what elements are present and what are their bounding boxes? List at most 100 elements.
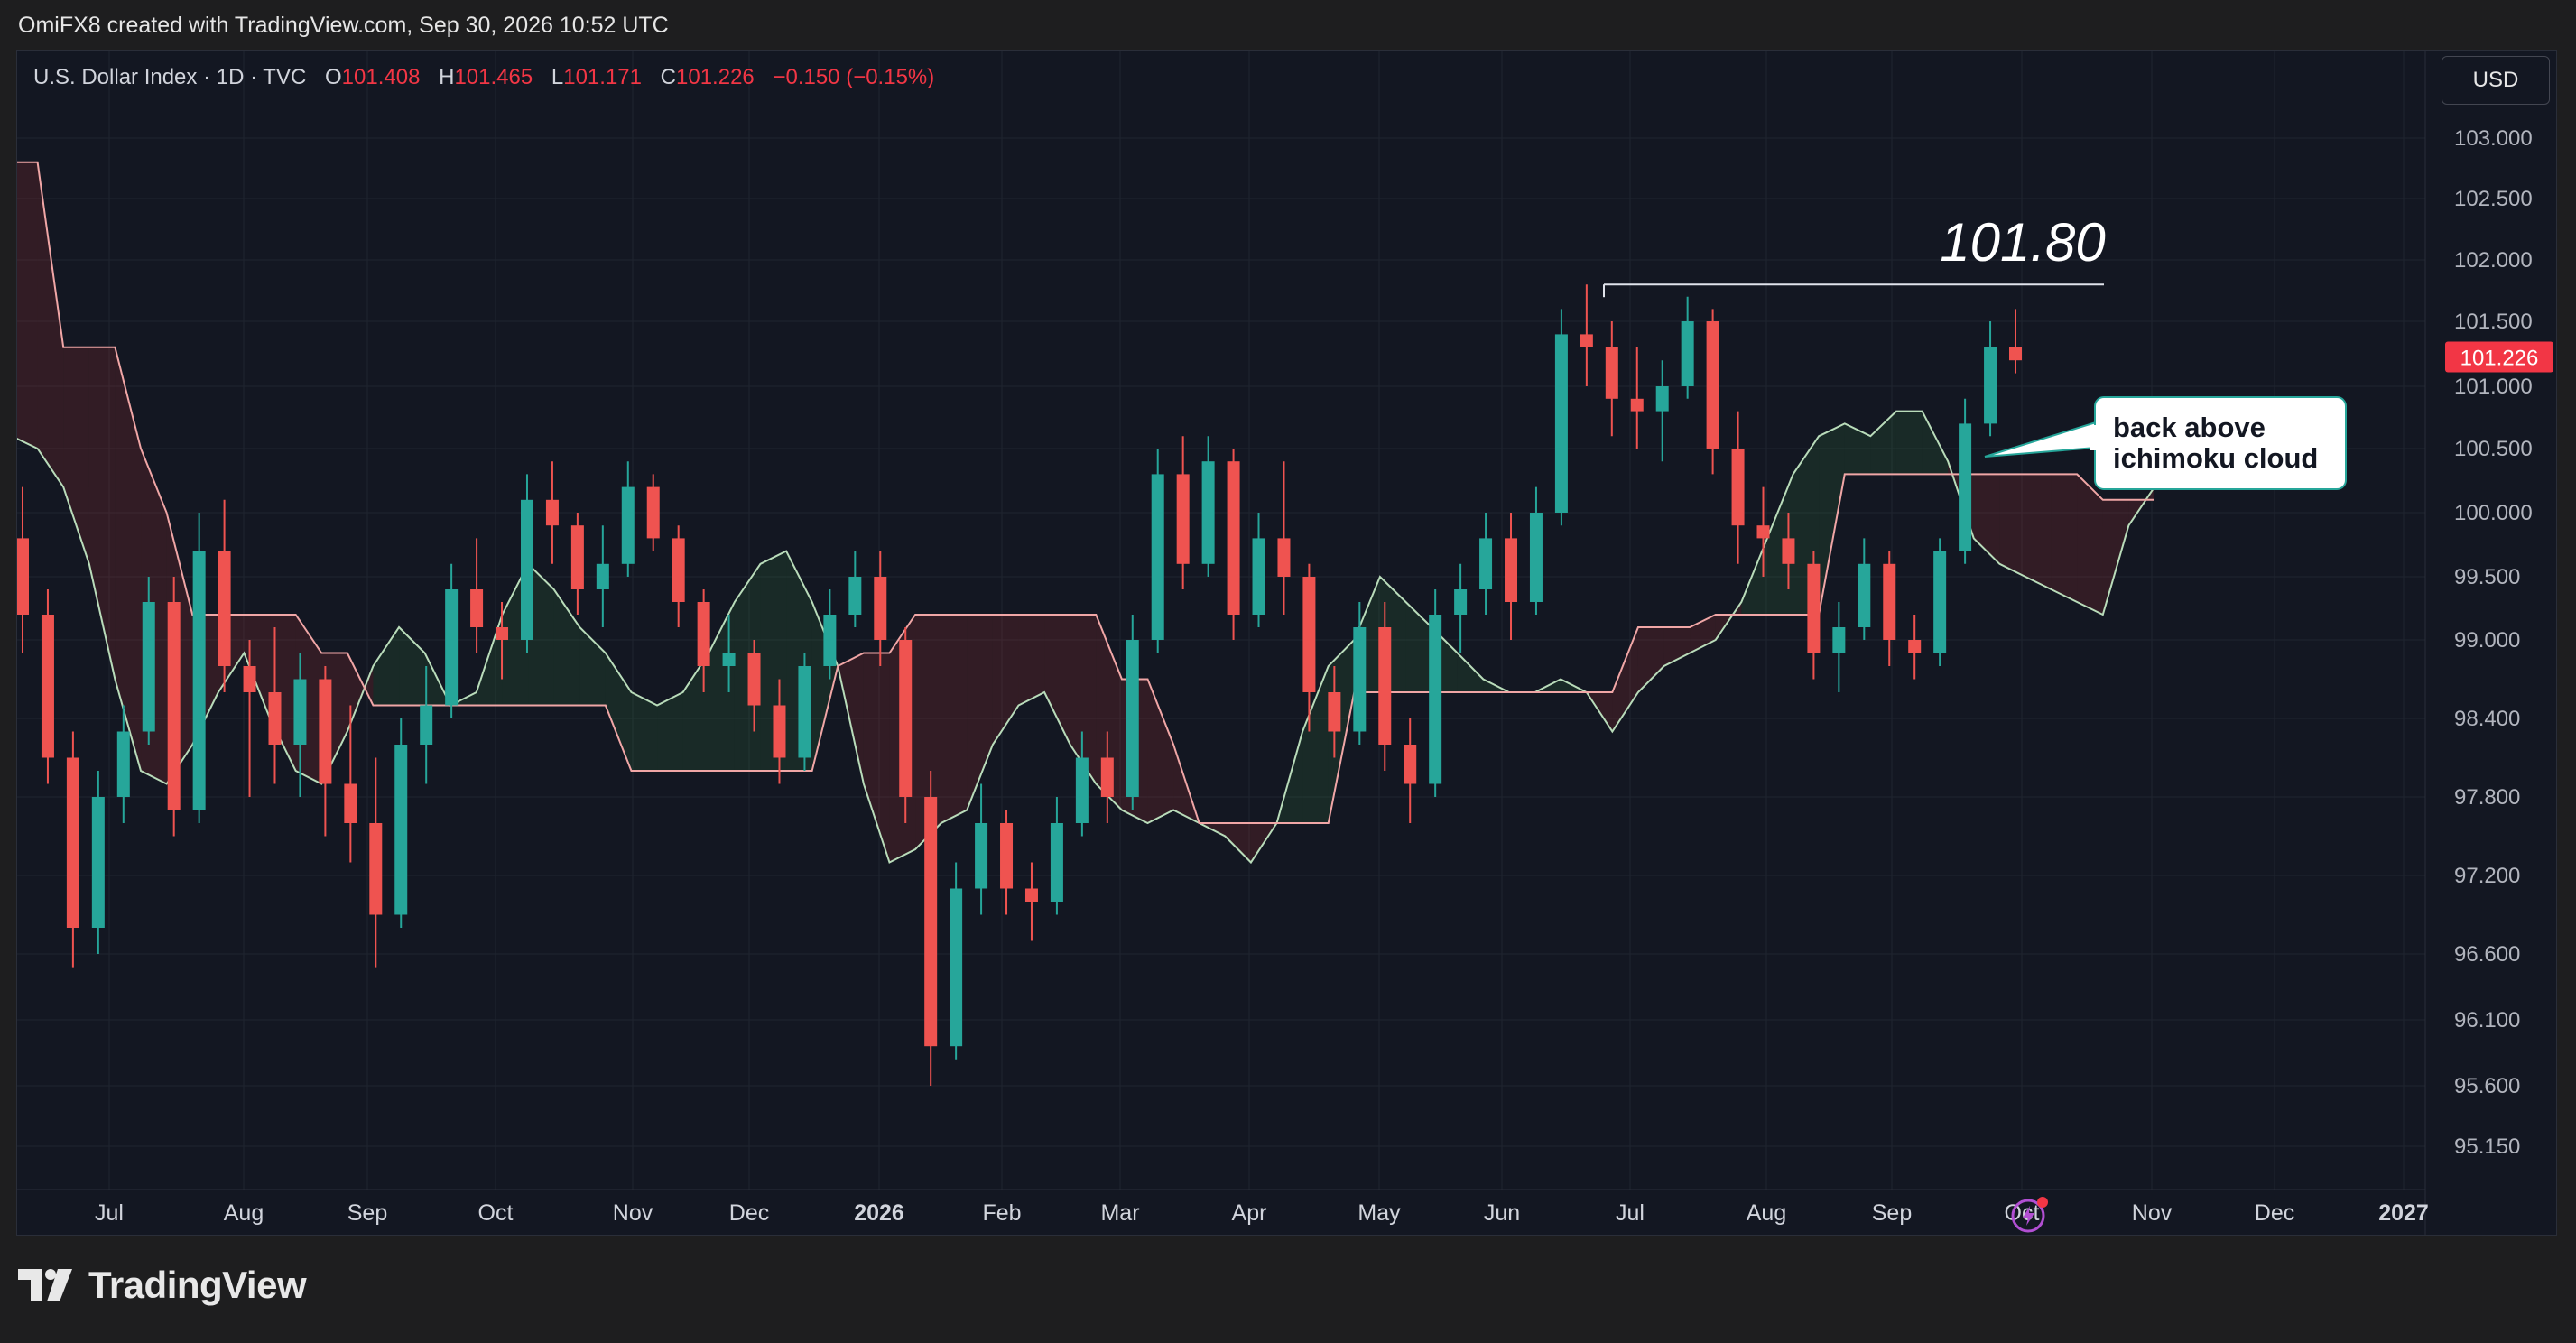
time-tick-label: Feb	[982, 1200, 1021, 1226]
cloud-segment	[631, 692, 658, 771]
price-tick-label: 95.600	[2454, 1074, 2520, 1098]
price-tick-label: 103.000	[2454, 126, 2533, 151]
candle-down	[1302, 577, 1316, 692]
callout-line-1: back above	[2113, 412, 2266, 443]
time-tick-label: Aug	[1747, 1200, 1786, 1226]
price-axis: 103.000 102.500 102.000 101.500 101.000 100.5…	[2424, 51, 2556, 1235]
candle-down	[41, 615, 54, 758]
candle-up	[91, 797, 105, 928]
price-tick-label: 99.000	[2454, 628, 2520, 653]
candle-up	[1529, 513, 1543, 602]
candle-up	[798, 666, 811, 758]
time-tick-label: 2026	[854, 1200, 904, 1226]
cloud-segment	[2025, 474, 2052, 589]
cloud-segment	[992, 615, 1019, 745]
candle-down	[672, 538, 685, 602]
cloud-segment	[1999, 474, 2025, 577]
candle-up	[1252, 538, 1265, 615]
cloud-segment	[1405, 602, 1432, 692]
candle-down	[773, 705, 786, 758]
cloud-segment	[1225, 823, 1251, 863]
candle-down	[1277, 538, 1291, 577]
price-tick-label: 100.500	[2454, 437, 2533, 461]
current-price-label: 101.226	[2460, 346, 2539, 370]
candle-up	[520, 499, 533, 640]
candle-up	[1984, 347, 1997, 424]
candle-up	[192, 551, 206, 810]
candle-down	[924, 797, 938, 1047]
candle-up	[142, 602, 155, 732]
candle-up	[1681, 321, 1694, 386]
candle-down	[1706, 321, 1719, 449]
cloud-segment	[2077, 474, 2103, 615]
time-tick-label: Aug	[224, 1200, 264, 1226]
cloud-segment	[2051, 474, 2078, 602]
candle-down	[570, 525, 584, 589]
cloud-segment	[1147, 679, 1174, 823]
cloud-segment	[1612, 627, 1638, 732]
cloud-segment	[373, 627, 400, 706]
candle-up	[823, 615, 837, 666]
cloud-segment	[1819, 423, 1845, 615]
price-tick-label: 101.500	[2454, 310, 2533, 334]
low-label: L	[551, 65, 564, 89]
open-label: O	[324, 65, 342, 89]
candle-up	[420, 705, 433, 745]
cloud-segment	[1895, 411, 1923, 475]
cloud-segment	[863, 653, 890, 863]
candle-down	[1731, 449, 1745, 526]
candle-up	[1454, 589, 1468, 615]
time-tick-label: 2027	[2378, 1200, 2429, 1226]
close-label: C	[660, 65, 677, 89]
senkou-span-b	[17, 161, 2154, 824]
candle-down	[496, 627, 509, 640]
cloud-segment	[1922, 411, 1949, 475]
time-tick-label: Apr	[1232, 1200, 1267, 1226]
candle-up	[1858, 563, 1871, 627]
cloud-segment	[967, 615, 993, 810]
candle-down	[1024, 888, 1038, 902]
cloud-segment	[270, 615, 296, 771]
candle-up	[293, 679, 307, 745]
price-axis-background	[2425, 51, 2556, 1235]
open-value: 101.408	[341, 65, 421, 89]
candle-up	[394, 745, 408, 915]
candle-up	[1429, 615, 1442, 784]
candle-up	[596, 563, 609, 589]
cloud-segment	[528, 563, 554, 706]
candle-up	[1201, 461, 1215, 564]
candle-up	[621, 486, 635, 564]
change-value: −0.150 (−0.15%)	[773, 65, 935, 89]
candle-down	[697, 602, 710, 666]
price-tick-label: 97.200	[2454, 864, 2520, 888]
currency-button[interactable]: USD	[2442, 56, 2550, 105]
candle-down	[1883, 563, 1896, 640]
cloud-segment	[1302, 666, 1329, 823]
cloud-segment	[63, 347, 89, 564]
price-tick-label: 102.000	[2454, 248, 2533, 273]
time-tick-label: Sep	[1872, 1200, 1912, 1226]
candle-down	[268, 692, 282, 745]
candle-up	[1655, 386, 1669, 412]
price-tick-label: 100.000	[2454, 501, 2533, 525]
cloud-segment	[1457, 653, 1484, 692]
symbol-legend: U.S. Dollar Index · 1D · TVC O101.408 H1…	[33, 65, 934, 90]
cloud-segment	[1844, 423, 1871, 475]
time-tick-label: Nov	[2132, 1200, 2173, 1226]
price-tick-label: 96.600	[2454, 942, 2520, 967]
candle-down	[545, 499, 559, 526]
candle-down	[1100, 757, 1114, 797]
chart-panel[interactable]: 101.80 back above ichimoku cloud 103.000 10…	[16, 50, 2557, 1236]
time-tick-label: Nov	[613, 1200, 653, 1226]
cloud-segment	[1070, 615, 1097, 784]
alert-icon[interactable]	[2008, 1194, 2052, 1242]
candle-down	[747, 653, 761, 706]
candle-up	[445, 589, 459, 706]
candle-down	[1000, 823, 1014, 889]
time-axis: Jul Aug Sep Oct Nov Dec 2026 Feb Mar Apr May Jun Jul…	[17, 1189, 2429, 1226]
brand-name: TradingView	[88, 1264, 307, 1306]
candle-down	[344, 783, 357, 823]
time-tick-label: Oct	[478, 1200, 514, 1226]
